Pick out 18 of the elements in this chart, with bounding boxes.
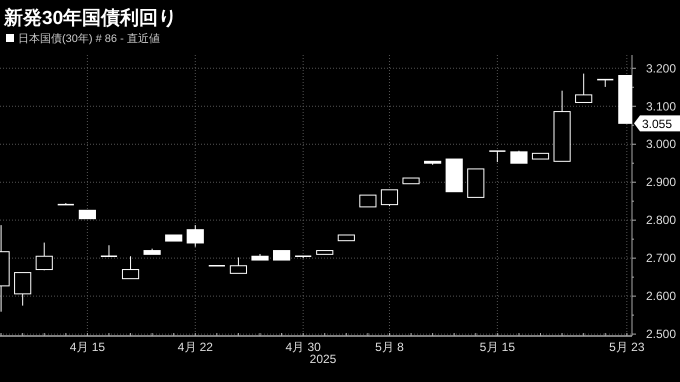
x-axis-title: 2025 xyxy=(310,352,337,366)
y-tick-label: 2.600 xyxy=(646,289,676,304)
x-tick-label: 4月 15 xyxy=(70,340,106,354)
y-tick-label: 3.200 xyxy=(646,61,676,76)
y-tick-label: 2.500 xyxy=(646,327,676,342)
chart-title: 新発30年国債利回り xyxy=(3,7,178,29)
y-tick-label: 2.800 xyxy=(646,213,676,228)
text: 3.055 xyxy=(642,116,672,131)
y-tick-label: 3.000 xyxy=(646,137,676,152)
x-tick-label: 5月 8 xyxy=(375,340,404,354)
y-tick-label: 3.100 xyxy=(646,99,676,114)
y-tick-label: 2.900 xyxy=(646,175,676,190)
x-tick-label: 4月 22 xyxy=(178,340,214,354)
legend-label: 日本国債(30年) # 86 - 直近値 xyxy=(18,32,160,45)
x-tick-label: 4月 30 xyxy=(285,340,322,354)
x-tick-label: 5月 15 xyxy=(480,340,516,354)
x-tick-label: 5月 23 xyxy=(609,340,645,354)
y-tick-label: 2.700 xyxy=(646,251,676,266)
